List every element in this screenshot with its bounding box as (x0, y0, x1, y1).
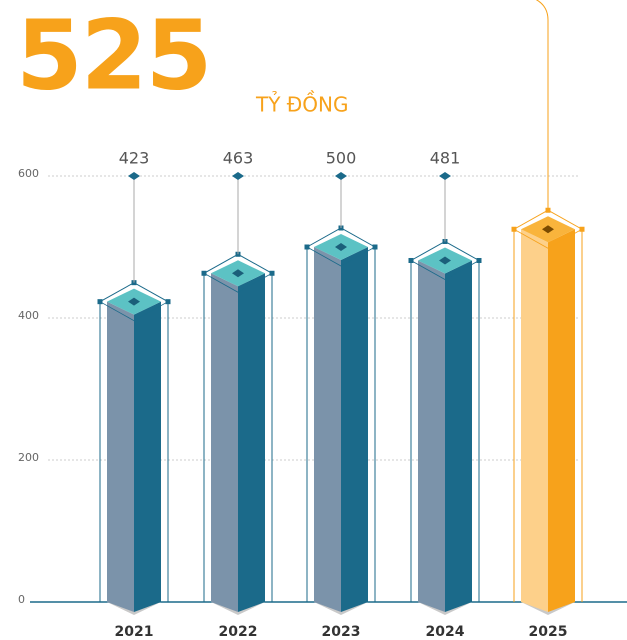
bar-right-face (134, 301, 161, 612)
x-tick-label: 2023 (322, 624, 361, 640)
bar-left-face (211, 273, 238, 612)
leader-marker (439, 172, 451, 180)
unit-label: TỶ ĐỒNG (255, 91, 349, 117)
bar-left-face (418, 260, 445, 612)
outline-node (304, 244, 310, 250)
leader-marker (128, 172, 140, 180)
y-tick-label: 0 (18, 593, 25, 606)
bar-top-dot (439, 256, 451, 265)
outline-node (235, 251, 241, 257)
bar-outline (203, 272, 273, 293)
leader-marker (232, 172, 244, 180)
outline-node (579, 226, 585, 232)
x-tick-label: 2021 (115, 624, 154, 640)
x-tick-label: 2022 (219, 624, 258, 640)
callout-line (535, 0, 549, 211)
bar-right-face (445, 260, 472, 612)
x-tick-label: 2025 (529, 624, 568, 640)
outline-node (408, 257, 414, 263)
value-label: 500 (326, 149, 357, 168)
bar-outline (513, 228, 583, 249)
bar-outline (306, 246, 376, 267)
bar (201, 172, 275, 615)
y-tick-label: 200 (18, 451, 39, 464)
bar (408, 172, 482, 615)
bar-right-face (548, 229, 575, 612)
leader-marker (335, 172, 347, 180)
outline-node (201, 270, 207, 276)
bar (511, 0, 585, 615)
bar-outline (99, 301, 169, 322)
bar-outline (410, 260, 480, 280)
bar-top-dot (542, 225, 554, 234)
bar (304, 172, 378, 615)
x-tick-label: 2024 (426, 624, 465, 640)
bar-right-face (238, 273, 265, 612)
value-label: 423 (119, 149, 150, 168)
bar-left-face (521, 229, 548, 612)
value-label: 481 (430, 149, 461, 168)
outline-node (165, 299, 171, 305)
value-label: 463 (223, 149, 254, 168)
headline-value: 525 (16, 0, 210, 111)
y-tick-label: 600 (18, 167, 39, 180)
outline-node (511, 226, 517, 232)
outline-node (372, 244, 378, 250)
bar (97, 172, 171, 615)
outline-node (97, 299, 103, 305)
y-tick-label: 400 (18, 309, 39, 322)
bar-left-face (107, 301, 134, 612)
outline-node (476, 257, 482, 263)
bar-left-face (314, 247, 341, 612)
bar-top-dot (128, 297, 140, 306)
bar-top-dot (335, 243, 347, 251)
bar-top-dot (232, 269, 244, 278)
outline-node (269, 270, 275, 276)
bar-right-face (341, 247, 368, 612)
